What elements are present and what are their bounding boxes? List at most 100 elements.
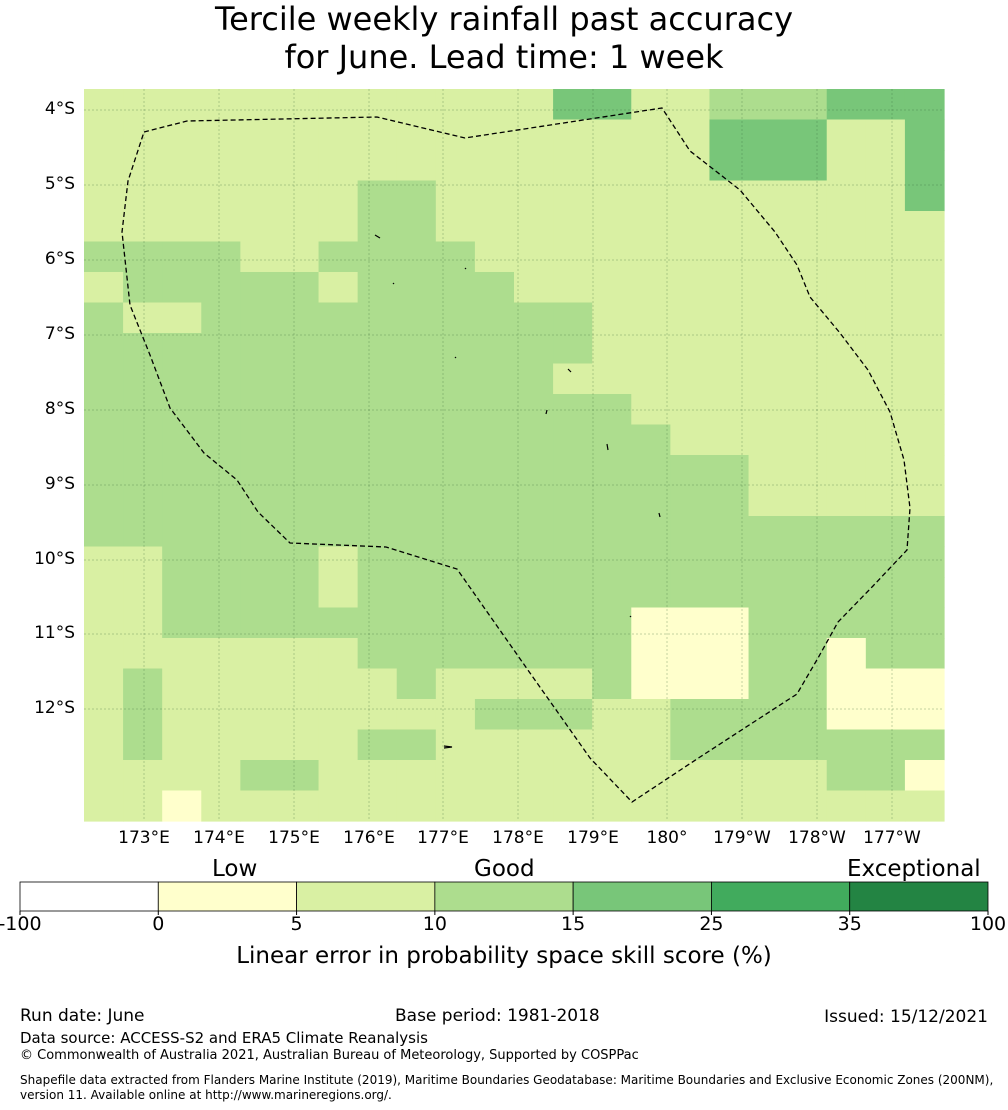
grid-cell [162, 516, 202, 548]
grid-cell [787, 516, 828, 548]
grid-cell [670, 363, 711, 395]
grid-cell [84, 455, 124, 487]
colorbar-tick-label: 5 [290, 913, 303, 935]
grid-cell [279, 211, 320, 243]
grid-cell [631, 638, 671, 670]
grid-cell [123, 455, 163, 487]
grid-cell [592, 180, 632, 212]
grid-cell [279, 119, 320, 151]
colorbar-segment [434, 881, 574, 912]
grid-cell [357, 668, 398, 700]
island [545, 409, 548, 415]
grid-cell [435, 516, 476, 548]
longitude-label: 177°E [417, 828, 469, 848]
grid-cell [553, 729, 593, 761]
grid-cell [709, 302, 750, 334]
grid-cell [318, 211, 359, 243]
grid-cell [514, 790, 554, 822]
grid-cell [396, 119, 437, 151]
colorbar-segment [711, 881, 851, 912]
grid-cell [553, 333, 593, 365]
grid-cell [318, 394, 359, 426]
grid-cell [670, 89, 711, 121]
grid-cell [670, 394, 711, 426]
grid-cell [123, 211, 163, 243]
grid-cell [709, 577, 750, 609]
grid-cell [201, 577, 241, 609]
grid-cell [514, 485, 554, 517]
grid-cell [553, 424, 593, 456]
grid-cell [396, 699, 437, 731]
grid-cell [904, 729, 945, 761]
island [374, 234, 381, 239]
grid-cell [396, 607, 437, 639]
grid-cell [84, 150, 124, 182]
grid-cell [318, 150, 359, 182]
grid-cell [709, 119, 750, 151]
map-title-line-1: Tercile weekly rainfall past accuracy [214, 0, 793, 38]
grid-cell [670, 272, 711, 304]
grid-cell [904, 302, 945, 334]
grid-cell [514, 638, 554, 670]
grid-cell [162, 638, 202, 670]
grid-cell [201, 516, 241, 548]
grid-cell [123, 546, 163, 578]
grid-cell [396, 760, 437, 792]
grid-cell [592, 241, 632, 273]
grid-cell [162, 150, 202, 182]
grid-cell [709, 760, 750, 792]
grid-cell [396, 455, 437, 487]
grid-cell [865, 394, 906, 426]
colorbar-tick-label: 15 [561, 913, 586, 935]
grid-cell [631, 89, 671, 121]
grid-cell [84, 638, 124, 670]
grid-cell [240, 790, 281, 822]
grid-cell [396, 516, 437, 548]
grid-cell [162, 424, 202, 456]
grid-cell [904, 638, 945, 670]
grid-cell [670, 638, 711, 670]
grid-cell [826, 119, 867, 151]
grid-cell [396, 485, 437, 517]
grid-cell [865, 485, 906, 517]
grid-cell [514, 272, 554, 304]
grid-cell [592, 607, 632, 639]
grid-cell [865, 180, 906, 212]
grid-cell [318, 333, 359, 365]
grid-cell [865, 546, 906, 578]
grid-cell [709, 150, 750, 182]
grid-cell [318, 302, 359, 334]
grid-cell [514, 760, 554, 792]
grid-cell [279, 699, 320, 731]
grid-cell [84, 89, 124, 121]
grid-cell [631, 302, 671, 334]
grid-cell [474, 150, 515, 182]
grid-cell [474, 333, 515, 365]
grid-cell [240, 89, 281, 121]
grid-cell [748, 577, 789, 609]
grid-cell [670, 211, 711, 243]
longitude-label: 180° [646, 828, 688, 848]
grid-cell [904, 760, 945, 792]
grid-cell [514, 180, 554, 212]
grid-cell [787, 119, 828, 151]
grid-cell [123, 363, 163, 395]
grid-cell [514, 333, 554, 365]
grid-cell [865, 790, 906, 822]
grid-cell [240, 699, 281, 731]
grid-cell [357, 150, 398, 182]
grid-cell [826, 89, 867, 121]
grid-cell [357, 302, 398, 334]
grid-cell [279, 729, 320, 761]
grid-cell [514, 699, 554, 731]
grid-cell [240, 302, 281, 334]
grid-cell [84, 729, 124, 761]
grid-cell [670, 516, 711, 548]
grid-cell [318, 272, 359, 304]
grid-cell [435, 119, 476, 151]
grid-cell [826, 760, 867, 792]
grid-cell [318, 363, 359, 395]
grid-cell [865, 302, 906, 334]
grid-cell [435, 89, 476, 121]
